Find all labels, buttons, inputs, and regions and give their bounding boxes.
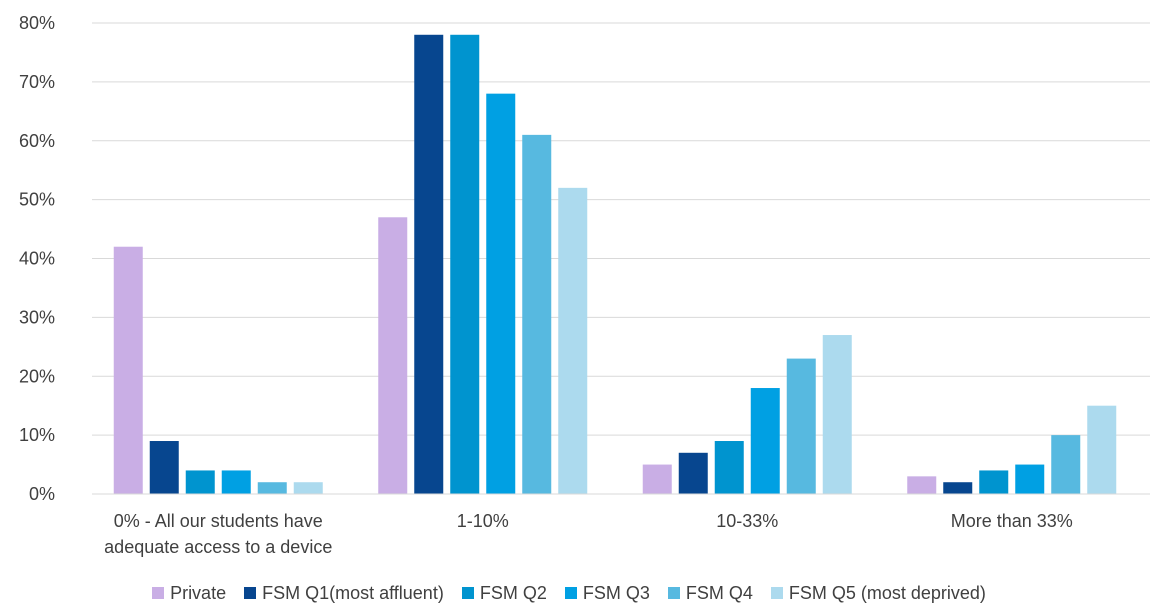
x-axis: 0% - All our students have adequate acces…: [92, 493, 1150, 557]
bar: [822, 335, 852, 494]
bar: [714, 441, 744, 494]
bar: [642, 464, 672, 494]
legend-swatch: [564, 587, 577, 599]
bars: [113, 34, 1117, 495]
x-tick-label-line: adequate access to a device: [104, 537, 332, 557]
x-tick-label-line: More than 33%: [951, 511, 1073, 531]
y-tick-label: 80%: [19, 13, 55, 33]
legend-swatch: [770, 587, 783, 599]
bar: [786, 358, 816, 494]
gridlines: [92, 22, 1150, 495]
legend-label: Private: [170, 582, 227, 603]
legend-item: FSM Q2: [461, 582, 547, 604]
y-tick-label: 30%: [19, 307, 55, 327]
bar: [678, 452, 708, 494]
y-tick-label: 60%: [19, 131, 55, 151]
bar-chart: 0% 10% 20% 30% 40% 50% 60% 70% 80% 0% - All our …: [19, 13, 1150, 557]
x-tick-label-line: 0% - All our students have: [114, 511, 323, 531]
legend: Private FSM Q1(most affluent) FSM Q2 FSM Q3…: [0, 580, 1156, 606]
legend-item: FSM Q3: [564, 582, 650, 604]
legend-swatch: [152, 587, 165, 599]
y-tick-label: 0%: [29, 484, 55, 504]
x-tick-label: 0% - All our students have adequate acces…: [104, 511, 332, 557]
bar: [979, 470, 1009, 494]
x-tick-label: 10-33%: [716, 511, 778, 531]
bar: [185, 470, 215, 494]
bar: [943, 482, 973, 494]
bar: [221, 470, 251, 494]
legend-item: Private: [152, 583, 226, 604]
bar: [907, 476, 937, 494]
legend-item: FSM Q4: [667, 582, 753, 604]
legend-label: FSM Q2: [479, 582, 547, 603]
bar: [750, 388, 780, 494]
y-tick-label: 20%: [19, 366, 55, 386]
x-tick-label: More than 33%: [951, 511, 1073, 531]
y-tick-label: 50%: [19, 190, 55, 210]
bar: [293, 482, 323, 494]
legend-label: FSM Q1(most affluent): [262, 582, 444, 603]
bar: [257, 482, 287, 494]
legend-label: FSM Q3: [582, 582, 650, 603]
legend-item: FSM Q1(most affluent): [244, 583, 444, 604]
bar: [522, 134, 552, 495]
bar: [149, 441, 179, 494]
legend-label: FSM Q5 (most deprived): [788, 582, 986, 603]
y-axis: 0% 10% 20% 30% 40% 50% 60% 70% 80%: [19, 13, 55, 504]
bar: [414, 34, 444, 495]
bar: [113, 246, 143, 494]
bar: [378, 217, 408, 494]
bar: [558, 187, 588, 494]
bar: [1087, 405, 1117, 494]
bar: [1015, 464, 1045, 494]
x-tick-label-line: 10-33%: [716, 511, 778, 531]
legend-swatch: [244, 587, 257, 599]
legend-label: FSM Q4: [685, 582, 753, 603]
legend-swatch: [461, 587, 474, 599]
y-tick-label: 70%: [19, 72, 55, 92]
bar: [486, 93, 516, 495]
legend-item: FSM Q5 (most deprived): [770, 582, 986, 604]
y-tick-label: 40%: [19, 249, 55, 269]
bar: [1051, 435, 1081, 494]
legend-swatch: [667, 587, 680, 599]
y-tick-label: 10%: [19, 425, 55, 445]
bar: [450, 34, 480, 495]
x-tick-label: 1-10%: [457, 511, 509, 531]
x-tick-label-line: 1-10%: [457, 511, 509, 531]
